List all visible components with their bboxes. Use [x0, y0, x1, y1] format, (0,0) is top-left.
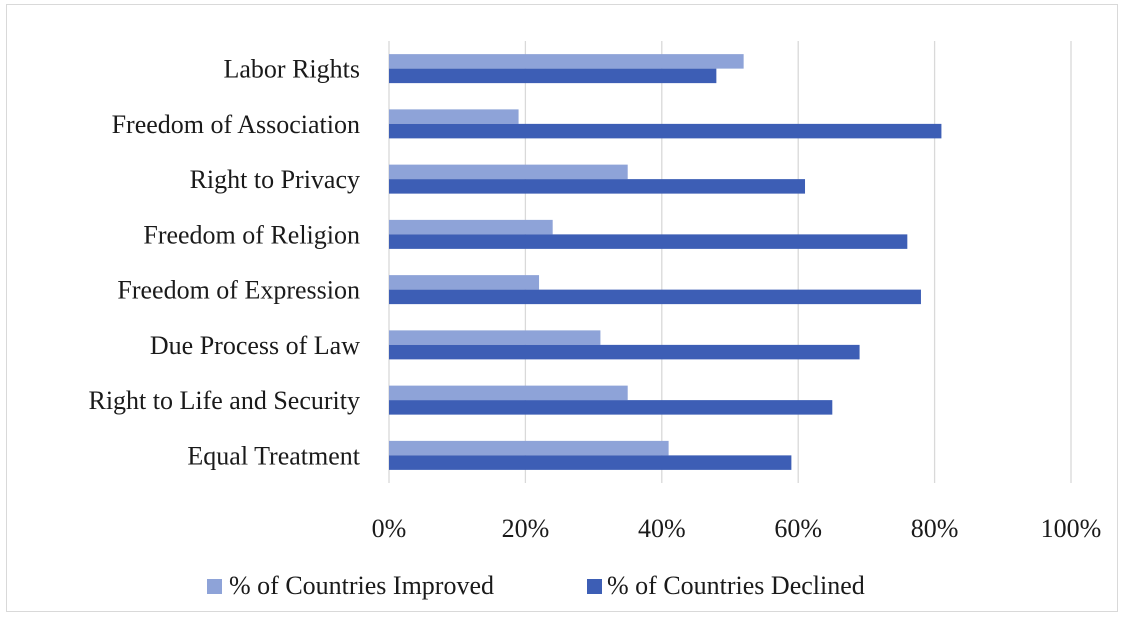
x-tick-label: 80%: [911, 514, 959, 543]
bar-declined-0: [389, 68, 717, 84]
bar-improved-7: [389, 440, 669, 456]
bar-declined-1: [389, 123, 942, 139]
gridlines: [388, 41, 1072, 483]
category-label: Freedom of Association: [112, 110, 360, 139]
bar-declined-6: [389, 400, 833, 415]
legend: % of Countries Improved % of Countries De…: [207, 571, 865, 600]
category-label: Right to Privacy: [190, 165, 360, 194]
bar-chart: Labor Rights Freedom of Association Right …: [88, 41, 1102, 600]
bar-improved-3: [389, 219, 553, 235]
bar-improved-5: [389, 330, 601, 345]
legend-label: % of Countries Improved: [229, 571, 494, 600]
bar-declined-7: [389, 455, 792, 470]
bar-declined-4: [389, 289, 921, 305]
category-label: Labor Rights: [224, 55, 361, 84]
legend-swatch: [587, 579, 602, 594]
legend-item-1: % of Countries Declined: [587, 571, 865, 600]
legend-item-0: % of Countries Improved: [207, 571, 494, 600]
category-label: Equal Treatment: [187, 441, 360, 470]
category-label: Freedom of Expression: [117, 276, 360, 305]
x-tick-label: 100%: [1041, 514, 1102, 543]
legend-swatch: [207, 579, 222, 594]
bar-declined-2: [389, 179, 806, 194]
x-tick-label: 0%: [372, 514, 407, 543]
chart-frame: Labor Rights Freedom of Association Right …: [6, 4, 1118, 612]
category-labels: Labor Rights Freedom of Association Right …: [88, 55, 360, 471]
bar-declined-3: [389, 234, 908, 249]
bar-improved-0: [389, 54, 744, 69]
bars: [389, 54, 942, 470]
x-tick-label: 60%: [774, 514, 822, 543]
bar-declined-5: [389, 344, 860, 360]
x-tick-label: 40%: [638, 514, 686, 543]
bar-improved-1: [389, 109, 519, 124]
bar-improved-4: [389, 275, 540, 290]
category-label: Right to Life and Security: [88, 386, 360, 415]
category-label: Due Process of Law: [150, 331, 360, 360]
bar-improved-6: [389, 385, 628, 401]
category-label: Freedom of Religion: [143, 220, 360, 249]
legend-label: % of Countries Declined: [607, 571, 865, 600]
bar-improved-2: [389, 164, 628, 180]
x-tick-label: 20%: [502, 514, 550, 543]
x-tick-labels: 0% 20% 40% 60% 80% 100%: [372, 514, 1102, 543]
